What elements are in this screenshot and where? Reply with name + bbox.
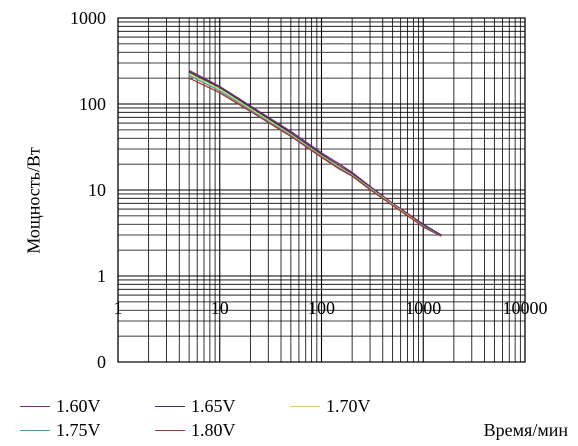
legend-item-1.75V: 1.75V <box>20 420 101 441</box>
legend-item-1.65V: 1.65V <box>155 396 236 417</box>
y-tick-label: 100 <box>79 94 106 114</box>
series-layer <box>188 69 442 237</box>
series-line-1.80V <box>188 77 442 237</box>
legend-item-1.60V: 1.60V <box>20 396 101 417</box>
y-tick-label: 1000 <box>70 8 106 28</box>
legend-label: 1.65V <box>191 396 236 416</box>
legend-swatch <box>155 430 185 431</box>
legend-label: 1.60V <box>56 396 101 416</box>
series-line-1.70V <box>188 73 442 237</box>
legend-swatch <box>155 406 185 407</box>
series-line-1.60V <box>188 69 442 236</box>
x-axis-label: Время/мин <box>483 420 568 440</box>
y-tick-label: 0 <box>97 352 106 372</box>
legend-item-1.70V: 1.70V <box>290 396 371 417</box>
legend-label: 1.70V <box>326 396 371 416</box>
legend-swatch <box>20 406 50 407</box>
y-tick-label: 1 <box>97 266 106 286</box>
y-tick-labels: 0 1 10 100 1000 <box>70 8 106 372</box>
series-line-1.75V <box>188 74 442 237</box>
legend-swatch <box>20 430 50 431</box>
series-line-1.65V <box>188 71 442 236</box>
legend-swatch <box>290 406 320 407</box>
y-tick-label: 10 <box>88 180 106 200</box>
legend-label: 1.80V <box>191 420 236 440</box>
y-axis-label: Мощность/Вт <box>23 147 44 254</box>
x-tick-label: 100 <box>308 298 335 318</box>
plot-frame <box>117 17 526 363</box>
x-tick-label: 10000 <box>503 298 548 318</box>
legend-item-1.80V: 1.80V <box>155 420 236 441</box>
x-tick-label: 10 <box>211 298 229 318</box>
x-tick-labels: 1 10 100 1000 10000 <box>114 298 548 318</box>
legend-label: 1.75V <box>56 420 101 440</box>
x-tick-label: 1000 <box>405 298 441 318</box>
x-tick-label: 1 <box>114 298 123 318</box>
